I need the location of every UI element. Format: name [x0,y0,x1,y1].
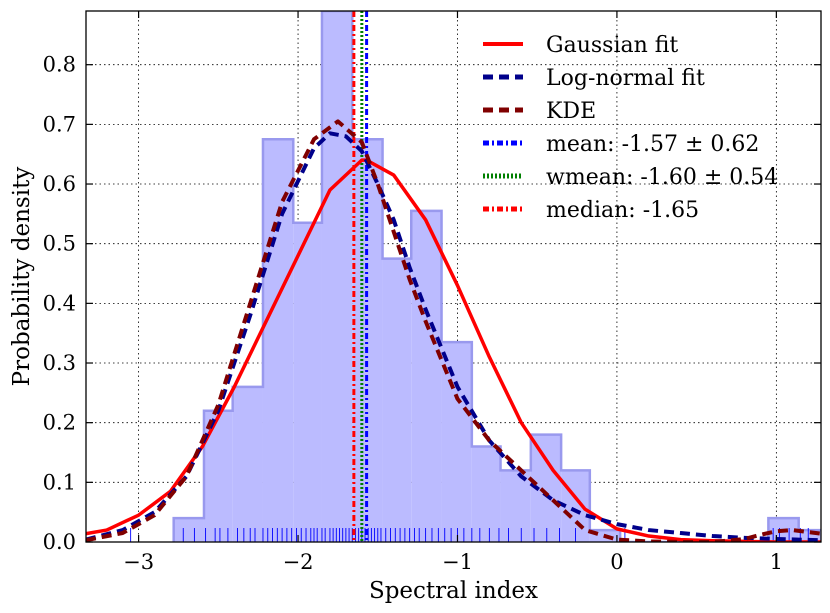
fit-curve [86,158,821,542]
histogram-bar [173,518,204,542]
histogram-bar [321,11,353,542]
legend-label: Gaussian fit [546,33,678,58]
y-tick-label: 0.1 [43,470,76,494]
y-tick-label: 0.2 [43,411,76,435]
histogram-bar [471,446,501,542]
histogram [172,11,821,542]
histogram-bar [798,530,821,542]
y-tick-label: 0.0 [43,530,76,554]
histogram-bar [382,258,412,542]
statistic-lines [352,11,369,542]
histogram-bar [500,470,531,542]
y-axis-title: Probability density [9,167,35,387]
histogram-bar [232,386,263,542]
y-tick-label: 0.6 [43,172,76,196]
histogram-bar [352,139,383,542]
legend-label: KDE [546,99,596,124]
histogram-bar [203,410,233,542]
histogram-bar [293,222,322,542]
histogram-outline [172,11,821,542]
axis-ticks: −3 −2 −1 0 1 0.0 0.1 0.2 0.3 0.4 0.5 0.6 0.7 0.8 [43,11,821,574]
y-tick-label: 0.7 [43,112,76,136]
x-axis-title: Spectral index [369,578,538,604]
x-tick-label: −1 [442,550,473,574]
rug-plot [130,528,809,542]
x-tick-label: 1 [770,550,783,574]
y-tick-label: 0.4 [43,291,76,315]
legend-label: median: -1.65 [546,198,699,223]
legend-label: Log-normal fit [546,66,705,91]
x-tick-label: −3 [123,550,154,574]
x-tick-label: −2 [283,550,314,574]
plot-frame [85,10,822,543]
legend: Gaussian fit Log-normal fit KDE mean: -1.57… [483,33,778,223]
legend-label: wmean: -1.60 ± 0.54 [546,165,778,190]
fit-curves [86,119,821,542]
legend-label: mean: -1.57 ± 0.62 [546,132,759,157]
histogram-bar [262,139,294,542]
histogram-bar [441,342,472,542]
y-tick-label: 0.8 [43,53,76,77]
fit-curve [86,131,821,542]
y-tick-label: 0.5 [43,232,76,256]
y-tick-label: 0.3 [43,351,76,375]
x-tick-label: 0 [610,550,623,574]
histogram-bar [411,210,442,542]
